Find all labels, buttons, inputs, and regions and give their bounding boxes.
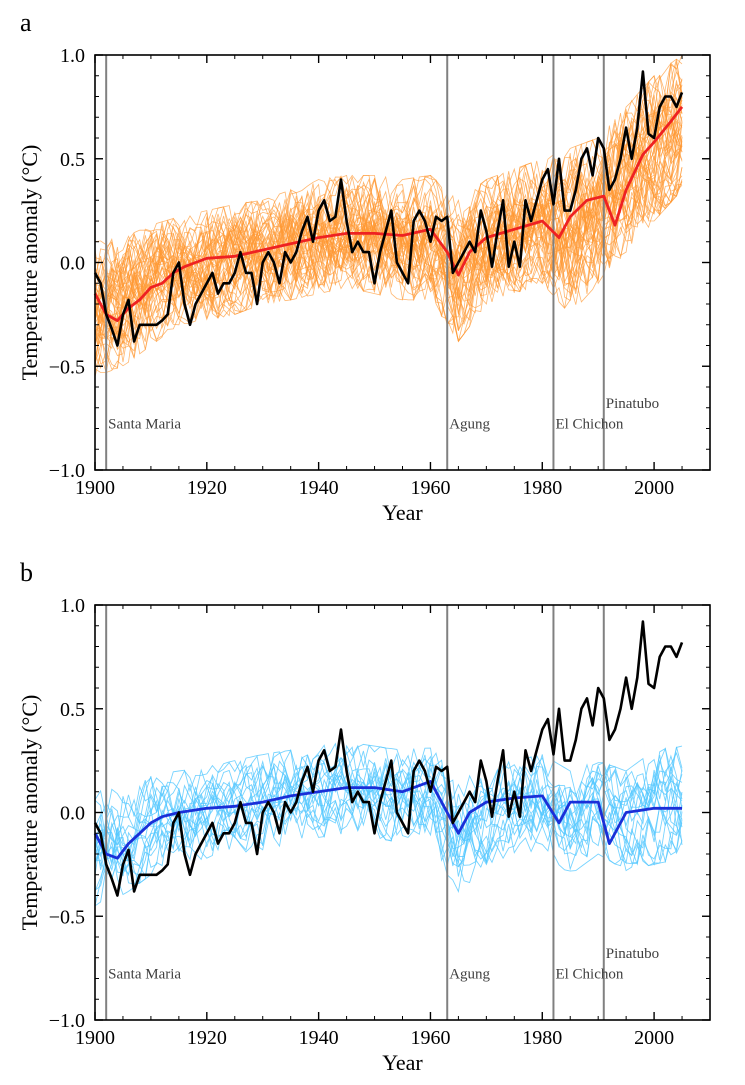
x-axis-label: Year — [382, 1050, 423, 1075]
volcano-label: Santa Maria — [108, 967, 181, 983]
y-tick-label: 1.0 — [60, 595, 85, 617]
volcano-label: Agung — [449, 967, 490, 983]
volcano-label: Agung — [449, 417, 490, 433]
x-tick-label: 1940 — [299, 477, 339, 499]
volcano-label: El Chichon — [555, 967, 623, 983]
y-tick-label: 0.0 — [60, 253, 85, 275]
panel-a-chart: Santa MariaAgungEl ChichonPinatubo190019… — [15, 45, 725, 535]
y-tick-label: 0.0 — [60, 803, 85, 825]
y-tick-label: 0.5 — [60, 149, 85, 171]
y-tick-label: −0.5 — [49, 356, 85, 378]
x-tick-label: 1960 — [410, 477, 450, 499]
panel-b-label: b — [20, 558, 33, 588]
y-tick-label: 0.5 — [60, 699, 85, 721]
y-tick-label: −1.0 — [49, 460, 85, 482]
x-tick-label: 2000 — [634, 1027, 674, 1049]
volcano-label: El Chichon — [555, 417, 623, 433]
x-tick-label: 1940 — [299, 1027, 339, 1049]
observations-line — [95, 622, 682, 896]
volcano-label: Pinatubo — [606, 396, 659, 412]
y-tick-label: −0.5 — [49, 906, 85, 928]
y-axis-label: Temperature anomaly (°C) — [17, 695, 42, 931]
x-tick-label: 2000 — [634, 477, 674, 499]
panel-b-chart: Santa MariaAgungEl ChichonPinatubo190019… — [15, 595, 725, 1085]
volcano-label: Santa Maria — [108, 417, 181, 433]
figure-container: a b Santa Maria Agung El Chichon Pinatubo 19… — [0, 0, 745, 1084]
x-tick-label: 1920 — [187, 477, 227, 499]
volcano-label: Pinatubo — [606, 946, 659, 962]
x-tick-label: 1980 — [522, 477, 562, 499]
x-tick-label: 1980 — [522, 1027, 562, 1049]
y-tick-label: 1.0 — [60, 45, 85, 67]
y-axis-label: Temperature anomaly (°C) — [17, 145, 42, 381]
panel-a-label: a — [20, 8, 32, 38]
y-tick-label: −1.0 — [49, 1010, 85, 1032]
x-tick-label: 1920 — [187, 1027, 227, 1049]
x-tick-label: 1960 — [410, 1027, 450, 1049]
x-axis-label: Year — [382, 500, 423, 525]
